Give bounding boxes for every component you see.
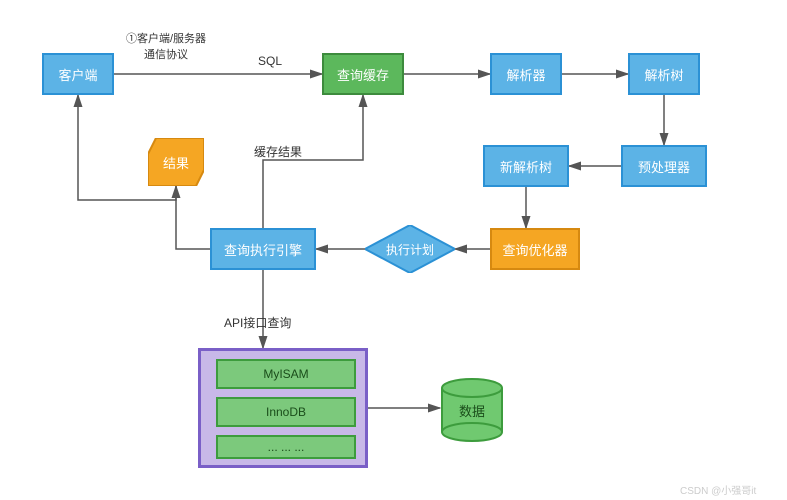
label-api-query: API接口查询 <box>224 314 291 331</box>
node-exec-plan-label: 执行计划 <box>386 241 434 258</box>
engine-container: MyISAM InnoDB ... ... ... <box>198 348 368 468</box>
node-exec-plan: 执行计划 <box>365 225 455 273</box>
engine-item-more: ... ... ... <box>216 435 356 459</box>
node-client-label: 客户端 <box>58 65 97 84</box>
node-new-tree: 新解析树 <box>483 145 569 187</box>
node-query-cache-label: 查询缓存 <box>337 65 389 84</box>
node-optimizer-label: 查询优化器 <box>502 240 567 259</box>
node-query-cache: 查询缓存 <box>322 53 404 95</box>
label-cache-result: 缓存结果 <box>254 143 302 160</box>
watermark: CSDN @小强哥it <box>680 482 756 497</box>
node-client: 客户端 <box>42 53 114 95</box>
node-parse-tree-label: 解析树 <box>644 65 683 84</box>
node-exec-engine: 查询执行引擎 <box>210 228 316 270</box>
label-protocol: ①客户端/服务器 通信协议 <box>126 30 206 62</box>
engine-item-myisam: MyISAM <box>216 359 356 389</box>
node-data-label: 数据 <box>459 401 485 420</box>
node-result: 结果 <box>148 138 204 186</box>
node-preprocessor: 预处理器 <box>621 145 707 187</box>
node-new-tree-label: 新解析树 <box>500 157 552 176</box>
node-parse-tree: 解析树 <box>628 53 700 95</box>
node-preprocessor-label: 预处理器 <box>638 157 690 176</box>
node-parser-label: 解析器 <box>506 65 545 84</box>
engine-item-innodb: InnoDB <box>216 397 356 427</box>
label-sql: SQL <box>258 54 282 68</box>
node-exec-engine-label: 查询执行引擎 <box>224 240 302 259</box>
node-optimizer: 查询优化器 <box>490 228 580 270</box>
node-parser: 解析器 <box>490 53 562 95</box>
node-result-label: 结果 <box>163 153 189 172</box>
node-data: 数据 <box>440 378 504 442</box>
